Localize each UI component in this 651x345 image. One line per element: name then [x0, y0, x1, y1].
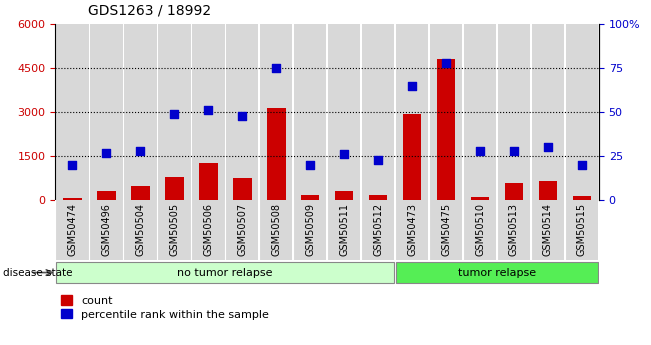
Bar [573, 196, 591, 200]
Point [509, 148, 519, 154]
Text: disease state: disease state [3, 268, 73, 277]
Bar [199, 164, 217, 200]
Bar [158, 200, 191, 260]
Bar [368, 195, 387, 200]
Legend: count, percentile rank within the sample: count, percentile rank within the sample [61, 295, 269, 319]
Point [441, 60, 451, 66]
Text: no tumor relapse: no tumor relapse [178, 268, 273, 277]
Bar [328, 24, 361, 200]
Bar [396, 24, 428, 200]
Bar [566, 200, 598, 260]
Text: GSM50515: GSM50515 [577, 203, 587, 256]
Point [373, 157, 383, 162]
Bar [396, 262, 598, 284]
Bar [294, 24, 326, 200]
Bar [335, 191, 353, 200]
Point [407, 83, 417, 89]
Text: GSM50496: GSM50496 [102, 203, 111, 256]
Bar [233, 178, 251, 200]
Text: GSM50510: GSM50510 [475, 203, 485, 256]
Point [577, 162, 587, 168]
Bar [260, 200, 292, 260]
Bar [56, 200, 89, 260]
Bar [430, 24, 462, 200]
Bar [56, 262, 395, 284]
Bar [301, 195, 320, 200]
Point [543, 145, 553, 150]
Bar [226, 200, 258, 260]
Text: GSM50505: GSM50505 [169, 203, 179, 256]
Bar [294, 200, 326, 260]
Point [169, 111, 180, 117]
Text: GSM50512: GSM50512 [373, 203, 383, 256]
Text: GSM50513: GSM50513 [509, 203, 519, 256]
Bar [471, 197, 490, 200]
Text: GSM50473: GSM50473 [407, 203, 417, 256]
Bar [497, 24, 531, 200]
Bar [124, 200, 157, 260]
Point [305, 162, 315, 168]
Bar [97, 191, 116, 200]
Point [67, 162, 77, 168]
Text: GSM50504: GSM50504 [135, 203, 145, 256]
Bar [362, 24, 395, 200]
Bar [90, 200, 122, 260]
Point [101, 150, 111, 155]
Bar [532, 24, 564, 200]
Bar [124, 24, 157, 200]
Bar [566, 24, 598, 200]
Bar [328, 200, 361, 260]
Text: GSM50475: GSM50475 [441, 203, 451, 256]
Bar [131, 186, 150, 200]
Point [203, 108, 214, 113]
Bar [497, 200, 531, 260]
Text: GSM50507: GSM50507 [237, 203, 247, 256]
Bar [505, 183, 523, 200]
Bar [267, 108, 286, 200]
Text: GSM50474: GSM50474 [67, 203, 77, 256]
Point [339, 151, 350, 157]
Text: GSM50508: GSM50508 [271, 203, 281, 256]
Text: GSM50511: GSM50511 [339, 203, 349, 256]
Text: GSM50509: GSM50509 [305, 203, 315, 256]
Bar [437, 59, 456, 200]
Point [237, 113, 247, 118]
Bar [403, 114, 421, 200]
Bar [538, 181, 557, 200]
Bar [260, 24, 292, 200]
Point [475, 148, 485, 154]
Text: GDS1263 / 18992: GDS1263 / 18992 [88, 3, 211, 17]
Bar [464, 24, 496, 200]
Bar [464, 200, 496, 260]
Bar [362, 200, 395, 260]
Bar [63, 198, 81, 200]
Text: GSM50514: GSM50514 [543, 203, 553, 256]
Bar [165, 177, 184, 200]
Text: tumor relapse: tumor relapse [458, 268, 536, 277]
Bar [396, 200, 428, 260]
Bar [90, 24, 122, 200]
Bar [532, 200, 564, 260]
Bar [192, 200, 225, 260]
Bar [56, 24, 89, 200]
Text: GSM50506: GSM50506 [203, 203, 214, 256]
Bar [226, 24, 258, 200]
Bar [430, 200, 462, 260]
Point [135, 148, 145, 154]
Bar [158, 24, 191, 200]
Bar [192, 24, 225, 200]
Point [271, 66, 281, 71]
